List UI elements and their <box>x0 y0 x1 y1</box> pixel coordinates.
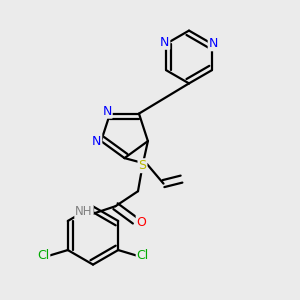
Text: N: N <box>160 36 169 49</box>
Text: N: N <box>92 135 101 148</box>
Text: Cl: Cl <box>137 249 149 262</box>
Text: N: N <box>209 37 218 50</box>
Text: NH: NH <box>75 205 93 218</box>
Text: N: N <box>102 105 112 118</box>
Text: O: O <box>137 216 146 229</box>
Text: Cl: Cl <box>37 249 49 262</box>
Text: S: S <box>139 159 146 172</box>
